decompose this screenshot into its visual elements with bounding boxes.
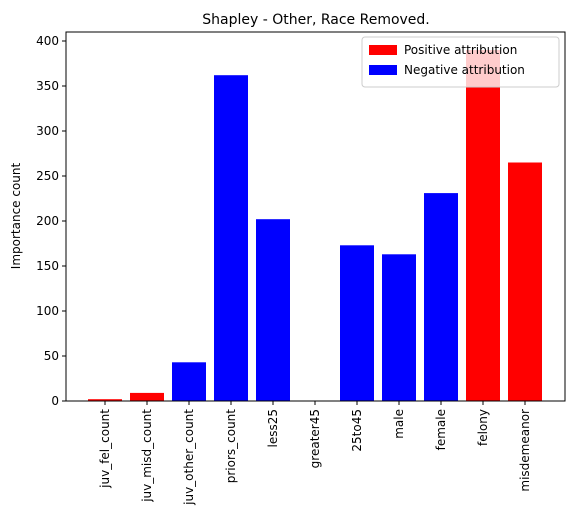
bar-male [382,254,416,401]
legend-swatch-negative [369,65,397,75]
y-tick-label: 350 [36,79,59,93]
y-tick-label: 250 [36,169,59,183]
y-tick-label: 100 [36,304,59,318]
x-tick-label: misdemeanor [518,409,532,492]
y-tick-label: 200 [36,214,59,228]
x-tick-label: juv_fel_count [98,409,112,489]
bar-priors-count [214,75,248,401]
bars-group [88,50,542,401]
x-tick-label: 25to45 [350,409,364,452]
bar-25to45 [340,245,374,401]
y-tick-label: 0 [51,394,59,408]
x-tick-label: greater45 [308,409,322,468]
y-axis-ticks: 0 50 100 150 200 250 300 350 400 [36,34,66,408]
y-tick-label: 400 [36,34,59,48]
x-tick-label: juv_misd_count [140,409,154,503]
bar-juv-fel-count [88,399,122,401]
bar-juv-misd-count [130,392,164,401]
y-tick-label: 300 [36,124,59,138]
x-tick-label: juv_other_count [182,409,196,506]
legend-frame [361,36,560,88]
x-tick-label: priors_count [224,409,238,484]
x-tick-label: male [392,409,406,439]
bar-juv-other-count [172,362,206,401]
bar-felony [466,50,500,401]
legend-label-positive: Positive attribution [404,43,517,57]
bar-female [424,193,458,401]
legend-label-negative: Negative attribution [404,63,525,77]
y-tick-label: 150 [36,259,59,273]
y-axis-label: Importance count [9,162,23,269]
bar-misdemeanor [508,162,542,401]
x-tick-label: female [434,409,448,450]
x-tick-label: felony [476,409,490,446]
x-tick-label: less25 [266,409,280,448]
plot-area-frame [65,31,566,402]
chart-title: Shapley - Other, Race Removed. [202,12,430,28]
bar-less25 [256,219,290,401]
y-tick-label: 50 [44,349,59,363]
legend-swatch-positive [369,45,397,55]
x-axis-ticks: juv_fel_count juv_misd_count juv_other_cou… [98,401,532,506]
legend: Positive attribution Negative attribution [361,36,560,88]
